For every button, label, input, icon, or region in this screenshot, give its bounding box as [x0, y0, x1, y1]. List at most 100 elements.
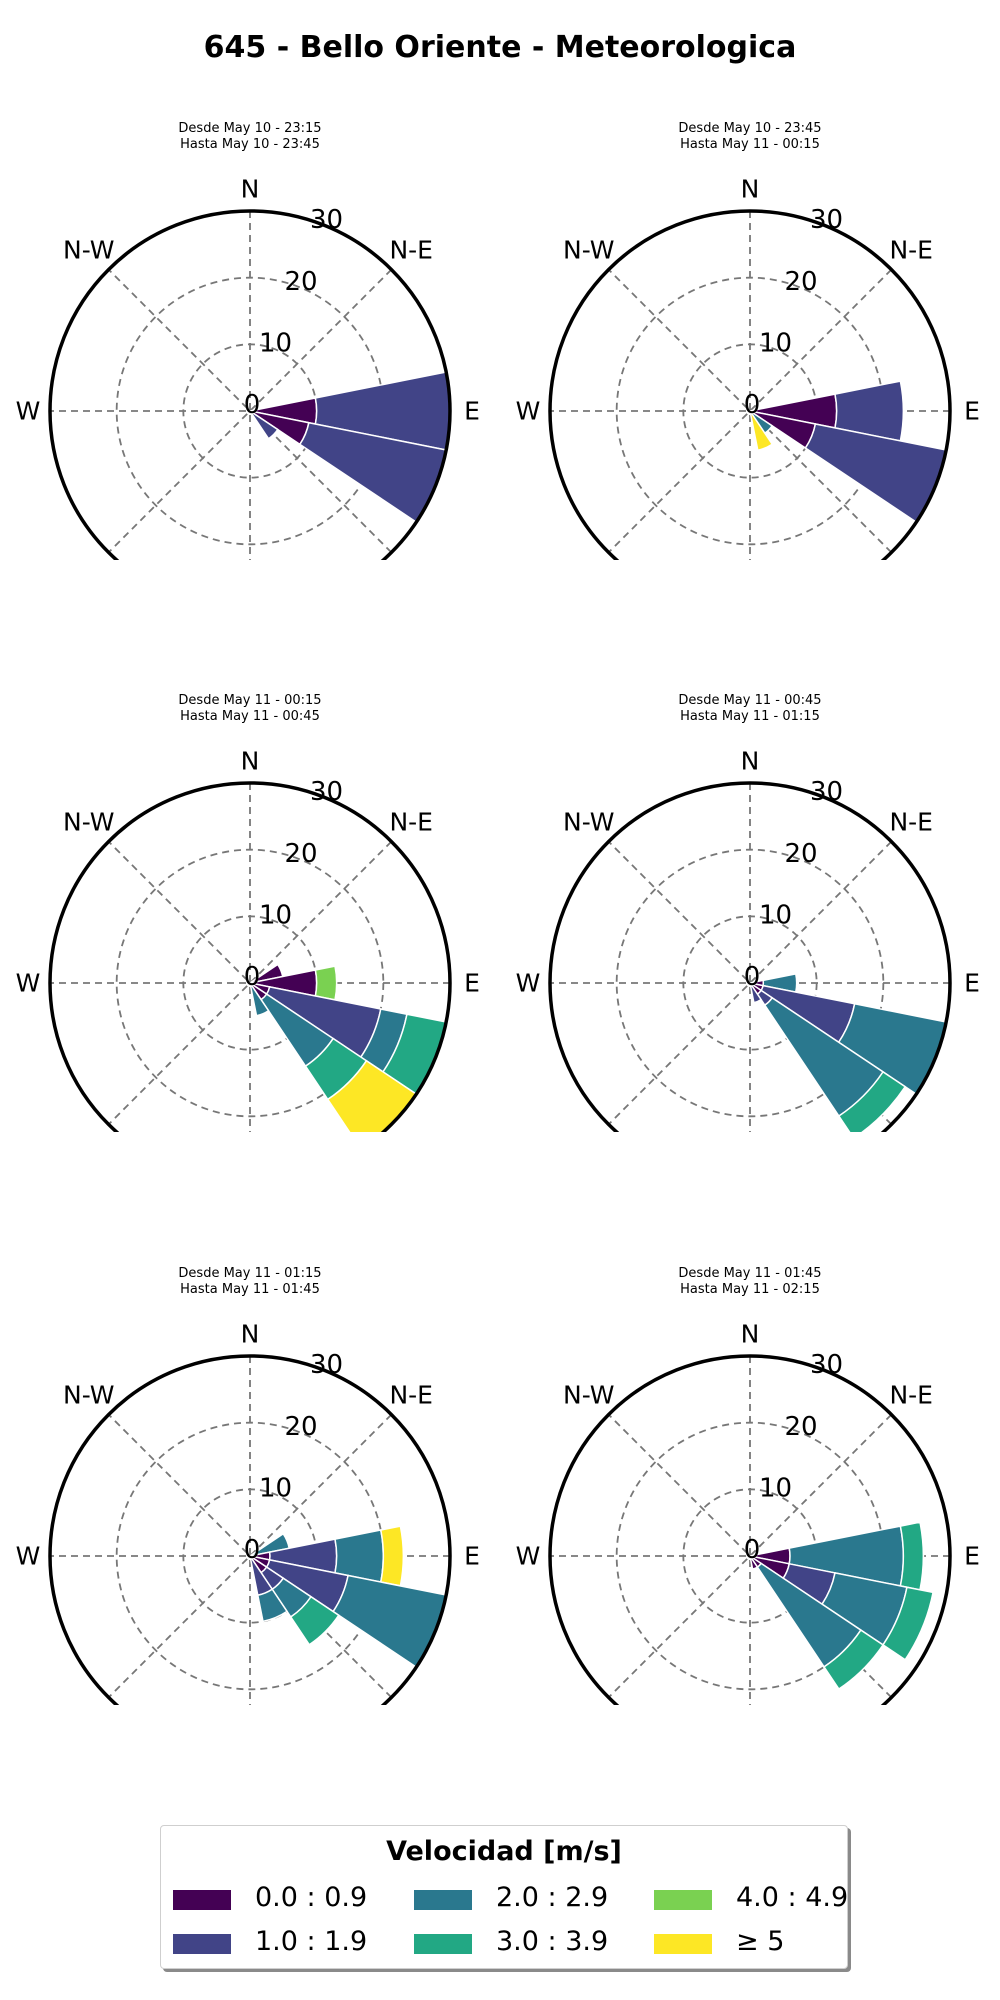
direction-label-north: N [741, 747, 760, 776]
direction-label-north: N [241, 175, 260, 204]
direction-label-north-east: N-E [389, 807, 433, 836]
direction-label-south-east: S-E [391, 1703, 432, 1705]
direction-label-north-east: N-E [889, 807, 933, 836]
main-title: 645 - Bello Oriente - Meteorologica [203, 30, 797, 65]
panel-subtitle-6b: Hasta May 11 - 02:15 [680, 1282, 820, 1297]
radial-tick-label: 30 [310, 205, 343, 235]
radial-tick-label: 0 [744, 962, 761, 992]
radial-tick-label: 30 [810, 777, 843, 807]
wind-wedge-sector4-bin2 [256, 1588, 289, 1623]
direction-label-north: N [241, 747, 260, 776]
panel-subtitle-6a: Desde May 11 - 01:45 [678, 1266, 822, 1281]
direction-label-south-west: S-W [564, 558, 613, 560]
wind-wedge-sector2-bin3 [837, 1070, 907, 1132]
radial-tick-label: 30 [810, 1350, 843, 1380]
panel-subtitle-3a: Desde May 11 - 00:15 [178, 693, 322, 708]
radial-tick-label: 20 [284, 1412, 317, 1442]
radial-gridline [607, 268, 893, 554]
outer-ring [48, 1354, 452, 1705]
wind-wedge-sector3-bin0 [749, 1555, 759, 1570]
radial-tick-label: 0 [744, 390, 761, 420]
legend-label-0: 0.0 : 0.9 [255, 1882, 368, 1913]
direction-label-south-east: S-E [891, 558, 932, 560]
radial-tick-label: 0 [244, 390, 261, 420]
direction-label-west: W [516, 969, 541, 998]
wind-wedge-sector3-bin3 [289, 1595, 340, 1646]
direction-label-north-east: N-E [889, 1380, 933, 1409]
direction-label-east: E [964, 397, 980, 426]
panel-subtitle-4b: Hasta May 11 - 01:15 [680, 709, 820, 724]
wind-wedge-sector1-bin3 [881, 1586, 934, 1661]
wind-wedge-sector3-bin5 [749, 410, 774, 452]
radial-gridline [107, 1413, 393, 1699]
direction-label-south-west: S-W [564, 1130, 613, 1132]
legend-swatch-2 [414, 1890, 472, 1910]
direction-label-east: E [464, 1542, 480, 1571]
direction-label-north: N [741, 175, 760, 204]
radial-gridline [107, 268, 393, 554]
direction-label-east: E [464, 969, 480, 998]
direction-label-east: E [464, 397, 480, 426]
direction-label-east: E [964, 1542, 980, 1571]
outer-ring [548, 1354, 952, 1705]
ring-gridline [682, 915, 818, 1051]
direction-label-south-east: S-E [891, 1703, 932, 1705]
wind-wedge-sector4-bin2 [249, 982, 270, 1017]
wind-wedge-sector2-bin3 [823, 1629, 885, 1691]
windrose-panel-3: Desde May 11 - 00:15 Hasta May 11 - 00:4… [0, 572, 500, 1132]
radial-tick-label: 30 [310, 777, 343, 807]
legend-swatch-5 [654, 1934, 712, 1954]
direction-label-north-east: N-E [389, 1380, 433, 1409]
radial-tick-label: 10 [759, 900, 792, 930]
radial-tick-label: 20 [784, 839, 817, 869]
direction-label-west: W [516, 397, 541, 426]
panel-subtitle-2a: Desde May 10 - 23:45 [678, 121, 822, 136]
outer-ring [548, 781, 952, 1132]
windrose-panel-6: Desde May 11 - 01:45 Hasta May 11 - 02:1… [500, 1145, 1000, 1705]
wind-wedge-sector2-bin1 [249, 410, 279, 440]
panel-subtitle-1b: Hasta May 10 - 23:45 [180, 137, 320, 152]
radial-tick-label: 20 [784, 1412, 817, 1442]
direction-label-north-west: N-W [63, 235, 114, 264]
direction-label-south-west: S-W [64, 1130, 113, 1132]
radial-tick-label: 30 [810, 205, 843, 235]
radial-tick-label: 0 [244, 1535, 261, 1565]
windrose-panel-4: Desde May 11 - 00:45 Hasta May 11 - 01:1… [500, 572, 1000, 1132]
legend-label-1: 1.0 : 1.9 [255, 1926, 368, 1957]
radial-tick-label: 20 [784, 267, 817, 297]
legend-swatch-0 [173, 1890, 231, 1910]
wind-wedge-sector1-bin5 [379, 1525, 405, 1587]
direction-label-north-west: N-W [63, 807, 114, 836]
panel-subtitle-1a: Desde May 10 - 23:15 [178, 121, 322, 136]
panel-subtitle-5b: Hasta May 11 - 01:45 [180, 1282, 320, 1297]
radial-tick-label: 10 [259, 900, 292, 930]
direction-label-west: W [16, 1542, 41, 1571]
direction-label-north-east: N-E [889, 235, 933, 264]
panel-subtitle-5a: Desde May 11 - 01:15 [178, 1266, 322, 1281]
direction-label-north-west: N-W [563, 235, 614, 264]
direction-label-south-east: S-E [391, 1130, 432, 1132]
wind-wedge-sector0-bin3 [899, 1521, 925, 1591]
panel-subtitle-2b: Hasta May 11 - 00:15 [680, 137, 820, 152]
radial-tick-label: 10 [259, 1473, 292, 1503]
outer-ring [48, 209, 452, 560]
legend-label-4: 4.0 : 4.9 [736, 1882, 849, 1913]
direction-label-east: E [964, 969, 980, 998]
direction-label-north-west: N-W [563, 1380, 614, 1409]
wind-wedge-sector3-bin1 [749, 982, 763, 1004]
radial-tick-label: 10 [759, 328, 792, 358]
direction-label-north: N [241, 1320, 260, 1349]
legend-box: Velocidad [m/s] 0.0 : 0.9 1.0 : 1.9 2.0 … [160, 1825, 848, 1969]
direction-label-north-west: N-W [63, 1380, 114, 1409]
radial-tick-label: 10 [259, 328, 292, 358]
radial-tick-label: 10 [759, 1473, 792, 1503]
legend-title: Velocidad [m/s] [386, 1836, 622, 1867]
direction-label-north: N [741, 1320, 760, 1349]
direction-label-west: W [516, 1542, 541, 1571]
outer-ring [48, 781, 452, 1132]
legend-swatch-4 [654, 1890, 712, 1910]
